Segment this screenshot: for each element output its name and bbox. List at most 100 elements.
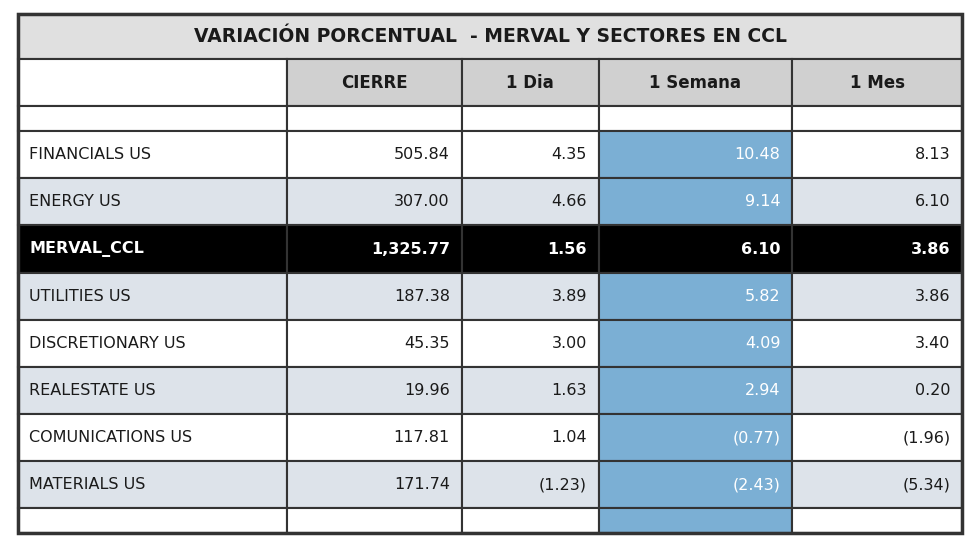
Text: 9.14: 9.14 bbox=[745, 194, 780, 210]
Text: 0.20: 0.20 bbox=[915, 383, 951, 398]
Bar bbox=[18, 508, 287, 533]
Bar bbox=[792, 461, 962, 508]
Bar bbox=[599, 225, 792, 272]
Bar bbox=[18, 414, 287, 461]
Text: MERVAL_CCL: MERVAL_CCL bbox=[29, 241, 144, 257]
Bar bbox=[18, 320, 287, 367]
Text: CIERRE: CIERRE bbox=[341, 74, 408, 92]
Text: 187.38: 187.38 bbox=[394, 289, 450, 304]
Bar bbox=[462, 178, 599, 225]
Text: 505.84: 505.84 bbox=[394, 147, 450, 162]
Text: 10.48: 10.48 bbox=[735, 147, 780, 162]
Text: 1 Dia: 1 Dia bbox=[507, 74, 554, 92]
Bar bbox=[18, 14, 962, 60]
Bar bbox=[18, 178, 287, 225]
Text: 45.35: 45.35 bbox=[405, 336, 450, 351]
Bar bbox=[599, 60, 792, 106]
Bar bbox=[18, 106, 287, 131]
Bar bbox=[18, 225, 287, 272]
Bar bbox=[287, 106, 462, 131]
Text: 1.04: 1.04 bbox=[552, 430, 587, 445]
Text: MATERIALS US: MATERIALS US bbox=[29, 478, 146, 492]
Bar bbox=[18, 367, 287, 414]
Text: 5.82: 5.82 bbox=[745, 289, 780, 304]
Bar bbox=[599, 320, 792, 367]
Bar bbox=[599, 106, 792, 131]
Text: 307.00: 307.00 bbox=[394, 194, 450, 210]
Bar bbox=[792, 508, 962, 533]
Text: 1.56: 1.56 bbox=[548, 242, 587, 257]
Bar bbox=[287, 367, 462, 414]
Text: COMUNICATIONS US: COMUNICATIONS US bbox=[29, 430, 192, 445]
Bar bbox=[287, 131, 462, 178]
Bar bbox=[792, 367, 962, 414]
Bar bbox=[462, 414, 599, 461]
Text: 1,325.77: 1,325.77 bbox=[370, 242, 450, 257]
Bar bbox=[462, 272, 599, 320]
Bar bbox=[792, 272, 962, 320]
Text: (5.34): (5.34) bbox=[903, 478, 951, 492]
Text: REALESTATE US: REALESTATE US bbox=[29, 383, 156, 398]
Text: 3.89: 3.89 bbox=[552, 289, 587, 304]
Bar bbox=[462, 131, 599, 178]
Bar bbox=[18, 60, 287, 106]
Bar bbox=[599, 508, 792, 533]
Bar bbox=[462, 508, 599, 533]
Bar bbox=[287, 272, 462, 320]
Bar bbox=[287, 320, 462, 367]
Bar bbox=[792, 414, 962, 461]
Text: 4.35: 4.35 bbox=[552, 147, 587, 162]
Text: VARIACIÓN PORCENTUAL  - MERVAL Y SECTORES EN CCL: VARIACIÓN PORCENTUAL - MERVAL Y SECTORES… bbox=[193, 27, 787, 46]
Bar bbox=[287, 225, 462, 272]
Text: FINANCIALS US: FINANCIALS US bbox=[29, 147, 151, 162]
Bar bbox=[792, 320, 962, 367]
Bar bbox=[462, 60, 599, 106]
Bar bbox=[792, 225, 962, 272]
Bar bbox=[792, 106, 962, 131]
Bar bbox=[287, 508, 462, 533]
Text: 1 Mes: 1 Mes bbox=[850, 74, 905, 92]
Bar bbox=[599, 178, 792, 225]
Bar bbox=[599, 414, 792, 461]
Bar bbox=[287, 60, 462, 106]
Text: 19.96: 19.96 bbox=[404, 383, 450, 398]
Bar bbox=[599, 272, 792, 320]
Text: 1.63: 1.63 bbox=[552, 383, 587, 398]
Text: (0.77): (0.77) bbox=[733, 430, 780, 445]
Text: 2.94: 2.94 bbox=[745, 383, 780, 398]
Text: 4.66: 4.66 bbox=[552, 194, 587, 210]
Bar bbox=[287, 461, 462, 508]
Text: (2.43): (2.43) bbox=[733, 478, 780, 492]
Bar bbox=[287, 414, 462, 461]
Text: (1.96): (1.96) bbox=[903, 430, 951, 445]
Bar bbox=[462, 225, 599, 272]
Text: DISCRETIONARY US: DISCRETIONARY US bbox=[29, 336, 186, 351]
Bar bbox=[462, 320, 599, 367]
Bar bbox=[18, 131, 287, 178]
Text: 4.09: 4.09 bbox=[745, 336, 780, 351]
Bar bbox=[18, 272, 287, 320]
Bar bbox=[599, 131, 792, 178]
Text: UTILITIES US: UTILITIES US bbox=[29, 289, 131, 304]
Bar bbox=[792, 60, 962, 106]
Text: 6.10: 6.10 bbox=[915, 194, 951, 210]
Bar bbox=[287, 178, 462, 225]
Text: 3.00: 3.00 bbox=[552, 336, 587, 351]
Text: 117.81: 117.81 bbox=[394, 430, 450, 445]
Text: 3.86: 3.86 bbox=[911, 242, 951, 257]
Bar bbox=[462, 106, 599, 131]
Bar bbox=[599, 367, 792, 414]
Text: 171.74: 171.74 bbox=[394, 478, 450, 492]
Bar bbox=[462, 461, 599, 508]
Text: 8.13: 8.13 bbox=[915, 147, 951, 162]
Text: 3.86: 3.86 bbox=[915, 289, 951, 304]
Bar bbox=[792, 178, 962, 225]
Bar bbox=[599, 461, 792, 508]
Text: 1 Semana: 1 Semana bbox=[650, 74, 742, 92]
Text: ENERGY US: ENERGY US bbox=[29, 194, 122, 210]
Bar bbox=[462, 367, 599, 414]
Bar bbox=[18, 461, 287, 508]
Text: 6.10: 6.10 bbox=[741, 242, 780, 257]
Bar bbox=[792, 131, 962, 178]
Text: 3.40: 3.40 bbox=[915, 336, 951, 351]
